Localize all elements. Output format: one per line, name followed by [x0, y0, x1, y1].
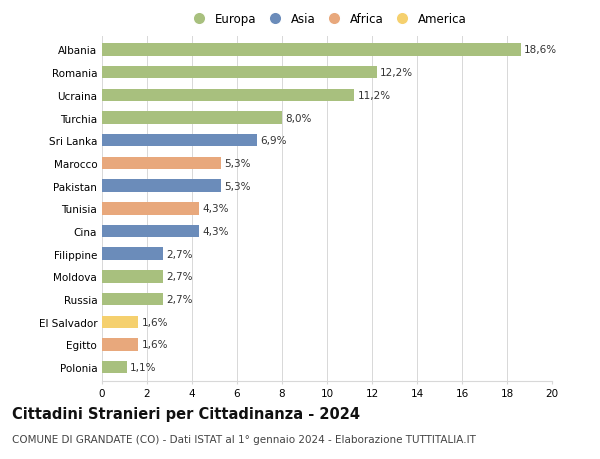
- Text: 4,3%: 4,3%: [202, 204, 229, 214]
- Text: 2,7%: 2,7%: [166, 272, 193, 282]
- Bar: [102, 112, 282, 124]
- Bar: [102, 44, 521, 56]
- Legend: Europa, Asia, Africa, America: Europa, Asia, Africa, America: [183, 8, 471, 31]
- Bar: [102, 338, 138, 351]
- Bar: [102, 270, 163, 283]
- Bar: [102, 316, 138, 328]
- Text: COMUNE DI GRANDATE (CO) - Dati ISTAT al 1° gennaio 2024 - Elaborazione TUTTITALI: COMUNE DI GRANDATE (CO) - Dati ISTAT al …: [12, 434, 476, 444]
- Text: 18,6%: 18,6%: [524, 45, 557, 55]
- Bar: [102, 225, 199, 238]
- Bar: [102, 157, 221, 170]
- Text: 5,3%: 5,3%: [224, 158, 251, 168]
- Text: 1,1%: 1,1%: [130, 363, 157, 372]
- Text: 12,2%: 12,2%: [380, 68, 413, 78]
- Text: Cittadini Stranieri per Cittadinanza - 2024: Cittadini Stranieri per Cittadinanza - 2…: [12, 406, 360, 421]
- Bar: [102, 248, 163, 260]
- Text: 2,7%: 2,7%: [166, 294, 193, 304]
- Text: 1,6%: 1,6%: [142, 340, 168, 350]
- Bar: [102, 293, 163, 306]
- Bar: [102, 134, 257, 147]
- Text: 6,9%: 6,9%: [260, 136, 287, 146]
- Bar: [102, 67, 377, 79]
- Bar: [102, 202, 199, 215]
- Bar: [102, 180, 221, 192]
- Text: 8,0%: 8,0%: [286, 113, 312, 123]
- Text: 1,6%: 1,6%: [142, 317, 168, 327]
- Text: 4,3%: 4,3%: [202, 226, 229, 236]
- Text: 5,3%: 5,3%: [224, 181, 251, 191]
- Text: 2,7%: 2,7%: [166, 249, 193, 259]
- Bar: [102, 90, 354, 102]
- Text: 11,2%: 11,2%: [358, 90, 391, 101]
- Bar: [102, 361, 127, 374]
